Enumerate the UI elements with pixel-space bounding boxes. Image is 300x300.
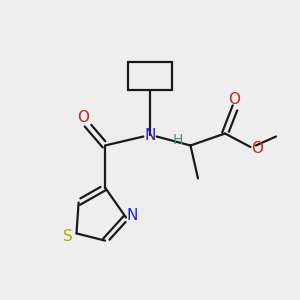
Text: H: H: [173, 133, 183, 147]
Text: N: N: [144, 128, 156, 142]
Text: O: O: [251, 141, 263, 156]
Text: N: N: [127, 208, 138, 224]
Text: O: O: [228, 92, 240, 107]
Text: S: S: [63, 229, 73, 244]
Text: O: O: [77, 110, 89, 125]
